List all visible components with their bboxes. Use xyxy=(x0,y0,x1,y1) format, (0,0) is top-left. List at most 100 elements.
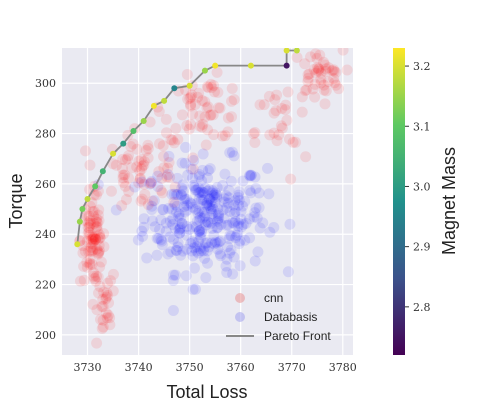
cnn-point xyxy=(299,58,311,70)
y-tick-label: 280 xyxy=(35,128,56,141)
cnn-point xyxy=(100,307,112,319)
databasis-point xyxy=(179,193,191,205)
databasis-point xyxy=(156,239,168,251)
legend-label-cnn: cnn xyxy=(264,291,283,305)
databasis-point xyxy=(227,268,239,280)
cnn-point xyxy=(216,130,228,142)
cnn-point xyxy=(189,98,201,110)
databasis-point xyxy=(157,204,169,216)
databasis-point xyxy=(221,219,233,231)
databasis-point xyxy=(110,204,122,216)
databasis-point xyxy=(235,205,247,217)
databasis-point xyxy=(174,227,186,239)
databasis-point xyxy=(205,205,217,217)
cnn-point xyxy=(87,231,99,243)
cnn-point xyxy=(302,72,314,84)
databasis-point xyxy=(173,224,185,236)
databasis-point xyxy=(196,206,208,218)
databasis-point xyxy=(188,242,200,254)
cnn-point xyxy=(123,150,135,162)
cnn-point xyxy=(248,128,260,140)
databasis-point xyxy=(196,185,208,197)
databasis-point xyxy=(211,181,223,193)
cnn-point xyxy=(302,75,314,87)
cnn-point xyxy=(145,177,157,189)
cnn-point xyxy=(81,256,93,268)
cnn-point xyxy=(142,152,154,164)
databasis-point xyxy=(208,238,220,250)
databasis-point xyxy=(250,202,262,214)
cnn-point xyxy=(90,270,102,282)
x-tick-label: 3750 xyxy=(176,361,204,374)
cnn-point xyxy=(328,65,340,77)
cnn-point xyxy=(134,172,146,184)
databasis-point xyxy=(141,252,153,264)
databasis-point xyxy=(153,232,165,244)
databasis-point xyxy=(165,246,177,258)
cnn-point xyxy=(136,163,148,175)
pareto-point xyxy=(140,117,147,124)
cnn-point xyxy=(214,102,226,114)
cnn-point xyxy=(101,312,113,324)
pareto-point xyxy=(283,62,290,69)
cnn-point xyxy=(133,177,145,189)
databasis-point xyxy=(194,187,206,199)
databasis-point xyxy=(168,188,180,200)
cnn-point xyxy=(226,82,238,94)
databasis-point xyxy=(206,237,218,249)
cnn-point xyxy=(184,92,196,104)
cnn-point xyxy=(194,110,206,122)
cnn-point xyxy=(93,204,105,216)
cnn-point xyxy=(90,275,102,287)
databasis-point xyxy=(198,194,210,206)
databasis-point xyxy=(222,219,234,231)
databasis-point xyxy=(186,221,198,233)
cnn-point xyxy=(299,85,311,97)
databasis-point xyxy=(193,168,205,180)
cnn-point xyxy=(164,171,176,183)
cnn-point xyxy=(276,122,288,134)
databasis-point xyxy=(176,218,188,230)
databasis-point xyxy=(160,225,172,237)
databasis-point xyxy=(151,232,163,244)
cnn-point xyxy=(82,227,94,239)
cnn-point xyxy=(305,51,317,63)
databasis-point xyxy=(239,195,251,207)
databasis-point xyxy=(196,224,208,236)
databasis-point xyxy=(129,181,141,193)
databasis-point xyxy=(194,214,206,226)
databasis-point xyxy=(181,199,193,211)
databasis-point xyxy=(132,234,144,246)
databasis-point xyxy=(202,257,214,269)
databasis-point xyxy=(209,236,221,248)
cnn-point xyxy=(303,68,315,80)
pareto-point xyxy=(171,85,178,92)
cnn-point xyxy=(199,111,211,123)
databasis-point xyxy=(245,169,257,181)
databasis-point xyxy=(196,226,208,238)
cnn-point xyxy=(153,106,165,118)
cnn-point xyxy=(313,63,325,75)
cnn-point xyxy=(94,261,106,273)
cnn-point xyxy=(86,231,98,243)
cnn-point xyxy=(81,210,93,222)
databasis-point xyxy=(199,216,211,228)
colorbar-label: Magnet Mass xyxy=(439,147,459,255)
databasis-point xyxy=(218,196,230,208)
databasis-point xyxy=(206,222,218,234)
databasis-point xyxy=(257,217,269,229)
databasis-point xyxy=(163,202,175,214)
cnn-point xyxy=(118,176,130,188)
databasis-point xyxy=(160,217,172,229)
cnn-point xyxy=(320,65,332,77)
cnn-point xyxy=(226,95,238,107)
databasis-point xyxy=(207,190,219,202)
cnn-point xyxy=(186,89,198,101)
databasis-point xyxy=(213,208,225,220)
cnn-point xyxy=(95,313,107,325)
cnn-point xyxy=(105,275,117,287)
cnn-point xyxy=(81,235,93,247)
cnn-point xyxy=(273,129,285,141)
cnn-point xyxy=(100,291,112,303)
cnn-point xyxy=(291,51,303,63)
